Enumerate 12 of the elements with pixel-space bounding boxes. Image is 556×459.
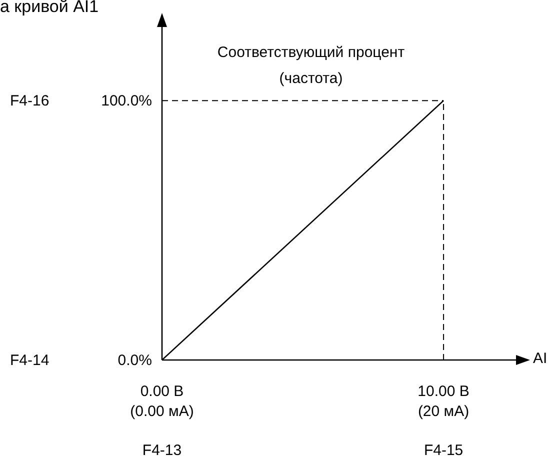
x-tick-label: 0.00 В bbox=[140, 383, 184, 400]
text: (20 мА) bbox=[418, 403, 470, 420]
text: F4-13 bbox=[142, 442, 182, 459]
x-axis-title: AI bbox=[533, 350, 548, 367]
text: (0.00 мА) bbox=[130, 403, 194, 420]
y-tick-label: 100.0% bbox=[101, 92, 152, 110]
text: F4-15 bbox=[424, 442, 464, 459]
text: F4-14 bbox=[10, 352, 50, 369]
text: F4-16 bbox=[10, 92, 50, 110]
y-tick-label: 0.0% bbox=[118, 352, 152, 369]
x-tick-label: 10.00 В bbox=[418, 383, 470, 400]
y-axis-title: Соответствующий процент (частота) bbox=[216, 43, 406, 89]
